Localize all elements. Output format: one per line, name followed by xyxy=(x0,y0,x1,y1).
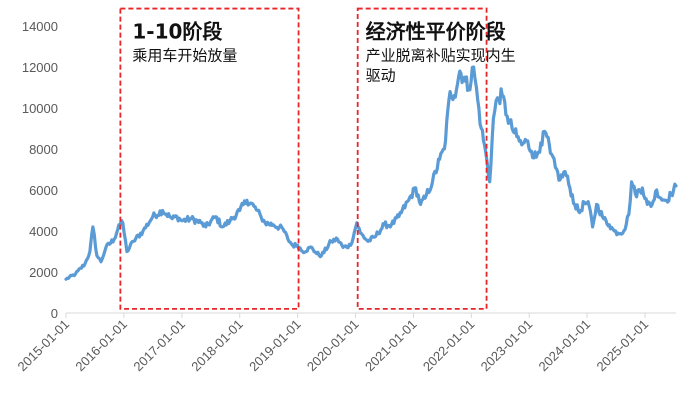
y-tick-label: 12000 xyxy=(22,60,58,75)
phase-parity-box xyxy=(356,7,488,310)
x-tick-label: 2021-01-01 xyxy=(362,317,420,375)
phase-parity-subtitle: 产业脱离补贴实现内生 驱动 xyxy=(366,47,521,85)
y-tick-label: 0 xyxy=(51,306,58,321)
x-tick-label: 2022-01-01 xyxy=(420,317,478,375)
x-tick-label: 2025-01-01 xyxy=(594,317,652,375)
phase-1-10-title: 1-10阶段 xyxy=(132,20,222,44)
y-tick-label: 8000 xyxy=(29,142,58,157)
series-line xyxy=(64,65,678,281)
x-tick-label: 2018-01-01 xyxy=(188,317,246,375)
x-tick-label: 2016-01-01 xyxy=(72,317,130,375)
x-axis: 2015-01-01 2016-01-01 2017-01-01 2018-01-01… xyxy=(14,313,651,374)
x-tick-label: 2023-01-01 xyxy=(478,317,536,375)
x-tick-label: 2019-01-01 xyxy=(246,317,304,375)
y-tick-label: 2000 xyxy=(29,265,58,280)
y-tick-label: 14000 xyxy=(22,19,58,34)
annotations: 1-10阶段 乘用车开始放量 经济性平价阶段 产业脱离补贴实现内生 驱动 xyxy=(119,7,521,310)
y-tick-label: 10000 xyxy=(22,101,58,116)
x-tick-label: 2015-01-01 xyxy=(14,317,72,375)
phase-1-10-subtitle: 乘用车开始放量 xyxy=(132,47,237,65)
y-tick-label: 6000 xyxy=(29,183,58,198)
phase-box-1-10 xyxy=(119,7,300,310)
phase-parity-subtitle-line-1: 产业脱离补贴实现内生 xyxy=(366,47,516,65)
phase-parity-subtitle-line-2: 驱动 xyxy=(366,67,396,85)
phase-parity-title: 经济性平价阶段 xyxy=(366,20,506,44)
x-tick-label: 2017-01-01 xyxy=(130,317,188,375)
x-tick-label: 2024-01-01 xyxy=(536,317,594,375)
x-tick-label: 2020-01-01 xyxy=(304,317,362,375)
plot-area xyxy=(64,65,678,281)
y-axis: 0 2000 4000 6000 8000 10000 12000 14000 xyxy=(22,19,58,321)
y-tick-label: 4000 xyxy=(29,224,58,239)
